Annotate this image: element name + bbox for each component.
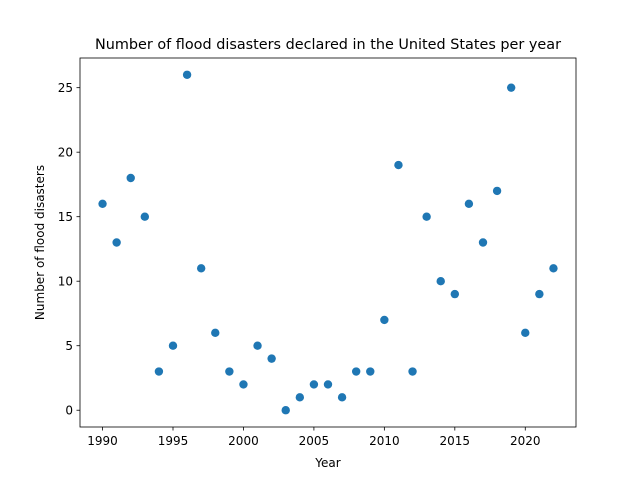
x-tick-label: 2010: [369, 434, 400, 448]
data-point: [295, 393, 305, 402]
data-point: [323, 380, 333, 389]
data-point: [225, 367, 234, 376]
data-point: [478, 238, 488, 247]
data-point: [126, 173, 135, 183]
data-point: [408, 367, 417, 376]
data-point: [154, 367, 164, 376]
data-point: [450, 289, 460, 299]
data-point: [366, 367, 375, 376]
plot-area-frame: [79, 57, 577, 428]
data-point: [211, 328, 220, 338]
data-point: [394, 160, 403, 170]
data-point: [182, 70, 192, 79]
x-tick-label: 1990: [87, 434, 118, 448]
data-point: [112, 238, 121, 247]
y-tick-label: 20: [58, 145, 73, 159]
y-axis-ticks: 0 5 10 15 20 25: [58, 81, 80, 418]
y-tick-label: 15: [58, 210, 73, 224]
x-axis-label: Year: [314, 456, 340, 470]
data-point: [281, 406, 290, 415]
y-axis-label: Number of flood disasters: [33, 165, 47, 320]
data-point: [309, 380, 319, 389]
y-tick-label: 25: [58, 81, 73, 95]
x-tick-label: 2020: [510, 434, 541, 448]
data-point: [506, 83, 516, 92]
x-tick-label: 2000: [228, 434, 259, 448]
data-point: [196, 264, 206, 273]
data-point: [549, 264, 558, 273]
x-tick-label: 2015: [440, 434, 471, 448]
data-point: [380, 315, 389, 325]
y-tick-label: 5: [65, 339, 73, 353]
x-axis-ticks: 1990 1995 2000 2005 2010 2015 2020: [87, 427, 541, 448]
x-tick-label: 2005: [299, 434, 330, 448]
y-tick-label: 0: [65, 404, 73, 418]
data-point: [436, 277, 445, 286]
data-point: [351, 367, 361, 376]
data-point: [521, 328, 530, 338]
data-point: [464, 199, 474, 208]
data-point: [267, 354, 276, 363]
x-tick-label: 1995: [158, 434, 189, 448]
data-point: [337, 393, 347, 402]
data-point: [140, 212, 150, 221]
data-points: [98, 70, 558, 415]
data-point: [253, 341, 262, 350]
data-point: [98, 199, 107, 208]
data-point: [422, 212, 431, 221]
data-point: [535, 289, 544, 299]
data-point: [239, 380, 248, 389]
data-point: [492, 186, 502, 196]
y-tick-label: 10: [58, 275, 73, 289]
data-point: [168, 341, 178, 350]
chart-title: Number of flood disasters declared in th…: [95, 37, 561, 53]
